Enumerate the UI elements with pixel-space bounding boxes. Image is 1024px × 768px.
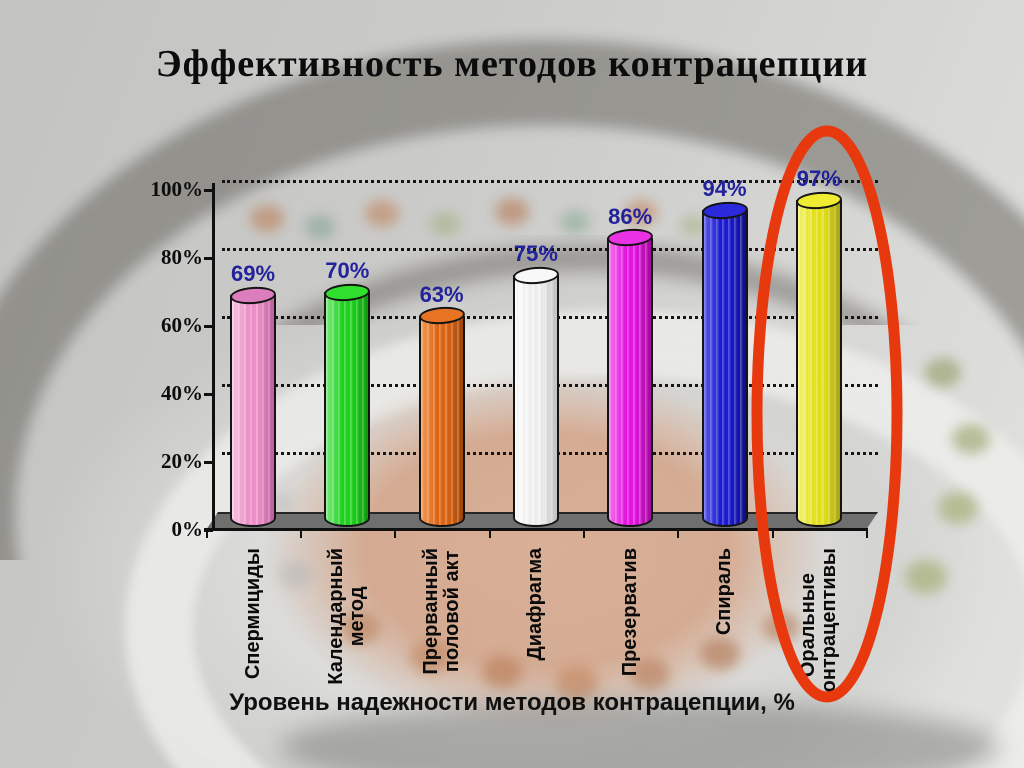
pill-blob	[250, 205, 284, 233]
y-axis-tick	[204, 189, 213, 192]
bar-value-label: 94%	[702, 176, 747, 202]
x-axis-line	[204, 528, 868, 531]
pill-blob	[560, 210, 590, 234]
pill-blob	[938, 492, 978, 524]
y-axis-tick	[204, 529, 213, 532]
y-axis-tick	[204, 461, 213, 464]
axis-caption: Уровень надежности методов контрацепции,…	[229, 689, 795, 716]
x-axis-tick	[488, 530, 491, 538]
x-axis-tick	[205, 530, 208, 538]
bar-cylinder-body	[512, 275, 559, 527]
category-label: Спираль	[713, 548, 735, 636]
pill-blob	[905, 560, 947, 594]
x-axis-tick	[771, 530, 774, 538]
pill-blob	[410, 640, 452, 674]
y-axis-line	[212, 183, 215, 530]
bar-cylinder-body	[701, 210, 748, 527]
x-axis-tick	[583, 530, 586, 538]
y-axis-tick	[204, 325, 213, 328]
y-axis-tick-label: 80%	[161, 245, 203, 269]
bar-cylinder-body	[795, 200, 842, 527]
compact-lid-ring-clip	[0, 40, 1024, 560]
pill-blob	[495, 198, 529, 226]
pill-blob	[305, 215, 335, 239]
bar-value-label: 70%	[325, 258, 370, 283]
slide-title: Эффективность методов контрацепции	[155, 43, 869, 85]
bar-cylinder-body	[418, 315, 465, 527]
gridline	[222, 248, 878, 251]
compact-drop-shadow	[280, 700, 1000, 768]
y-axis-tick	[204, 393, 213, 396]
pill-blob	[680, 215, 708, 238]
category-label: Оральные контрацептивы	[796, 548, 840, 703]
y-axis-tick-label: 20%	[161, 449, 203, 473]
bar-cylinder-body	[230, 295, 276, 527]
pill-blob	[430, 212, 460, 236]
category-label: Диафрагма	[524, 548, 547, 661]
x-axis-tick	[865, 530, 868, 538]
category-label: Календарный метод	[325, 548, 369, 685]
y-axis-tick-label: 0%	[171, 517, 204, 541]
pill-blob	[952, 424, 990, 455]
gridline	[222, 180, 878, 183]
y-axis-tick	[204, 257, 213, 260]
pill-blob	[278, 560, 314, 589]
pill-blob	[556, 666, 598, 700]
y-axis-tick-label: 100%	[150, 177, 204, 201]
category-label: Прерванный половой акт	[419, 548, 463, 675]
pill-blob	[700, 638, 740, 670]
pill-blob	[925, 358, 961, 387]
x-axis-tick	[394, 530, 397, 538]
pill-blob	[482, 656, 522, 688]
bar-value-label: 69%	[230, 261, 276, 287]
bar-cylinder-body	[607, 237, 654, 527]
bar-value-label: 86%	[608, 203, 653, 229]
pill-blob	[625, 200, 657, 226]
category-label: Спермициды	[241, 548, 264, 680]
pill-blob	[365, 200, 399, 228]
x-axis-tick	[300, 530, 303, 538]
pill-blob	[630, 658, 670, 690]
category-label: Презерватив	[618, 548, 641, 677]
bar-value-label: 75%	[513, 241, 558, 266]
bar-value-label: 97%	[796, 166, 841, 192]
y-axis-tick-label: 60%	[161, 313, 203, 337]
pill-blob	[340, 612, 380, 644]
bar-value-label: 63%	[419, 281, 464, 307]
bar-cylinder-body	[324, 292, 371, 527]
x-axis-tick	[677, 530, 680, 538]
y-axis-tick-label: 40%	[161, 381, 203, 405]
